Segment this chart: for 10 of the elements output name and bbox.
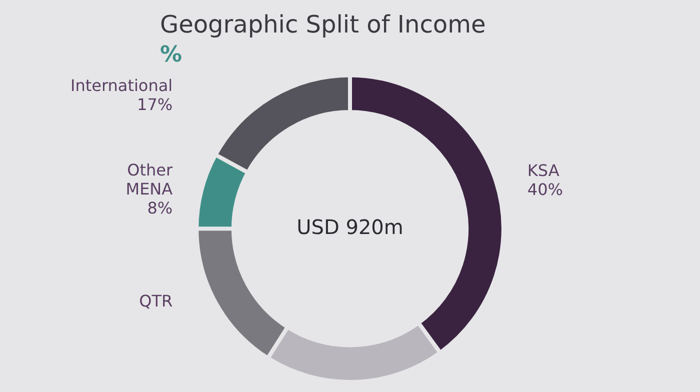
slice-label: KSA [527,160,560,180]
data-label: 8% [147,198,173,218]
data-label: 40% [527,180,563,199]
slice-label: Other MENA [126,160,174,199]
text: USD 920m [296,214,404,239]
data-label: 17% [137,95,173,114]
slice-label: International [70,76,173,96]
chart-subtitle: % [160,42,182,68]
slice-label: QTR [139,292,173,311]
chart-title: Geographic Split of Income [160,10,486,39]
